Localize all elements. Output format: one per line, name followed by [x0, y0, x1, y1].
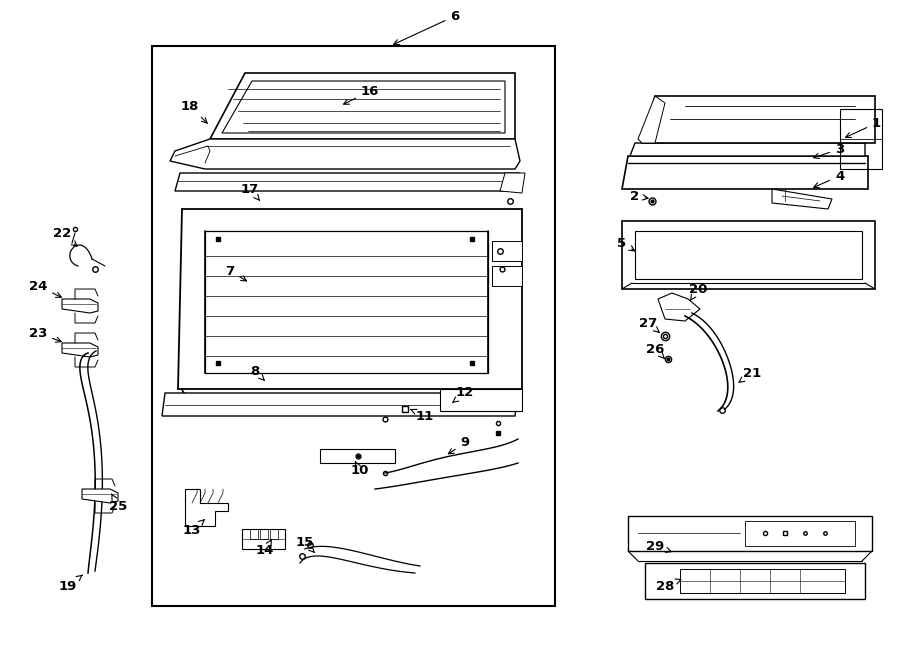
Text: 11: 11 — [410, 409, 434, 422]
Polygon shape — [658, 293, 700, 321]
Text: 25: 25 — [109, 494, 127, 512]
Polygon shape — [178, 209, 522, 389]
Text: 18: 18 — [181, 100, 207, 123]
Text: 3: 3 — [814, 143, 844, 159]
Text: 19: 19 — [58, 575, 82, 592]
Text: 4: 4 — [814, 169, 844, 188]
Text: 27: 27 — [639, 317, 660, 332]
Polygon shape — [242, 529, 285, 549]
Polygon shape — [745, 521, 855, 546]
Polygon shape — [162, 393, 518, 416]
Polygon shape — [170, 139, 520, 169]
Text: 22: 22 — [53, 227, 77, 247]
Text: 5: 5 — [617, 237, 634, 251]
Text: 2: 2 — [630, 190, 648, 202]
Text: 10: 10 — [351, 461, 369, 477]
Text: 14: 14 — [256, 539, 274, 557]
Text: 28: 28 — [656, 579, 681, 592]
Text: 24: 24 — [29, 280, 61, 297]
Text: 26: 26 — [646, 342, 664, 358]
Text: 15: 15 — [296, 537, 314, 553]
Polygon shape — [628, 516, 872, 551]
Text: 6: 6 — [393, 9, 460, 44]
Text: 23: 23 — [29, 327, 61, 342]
Polygon shape — [62, 299, 98, 313]
Polygon shape — [82, 489, 118, 503]
Polygon shape — [500, 173, 525, 193]
Polygon shape — [185, 489, 228, 526]
Polygon shape — [492, 266, 522, 286]
Polygon shape — [622, 221, 875, 289]
Polygon shape — [622, 156, 868, 189]
Text: 7: 7 — [225, 264, 247, 281]
Text: 21: 21 — [739, 366, 761, 382]
Polygon shape — [630, 143, 865, 156]
Polygon shape — [152, 46, 555, 606]
Text: 9: 9 — [448, 436, 470, 454]
Text: 13: 13 — [183, 520, 204, 537]
Polygon shape — [320, 449, 395, 463]
Text: 12: 12 — [453, 387, 474, 403]
Polygon shape — [642, 96, 875, 143]
Polygon shape — [645, 563, 865, 599]
Text: 1: 1 — [846, 116, 881, 137]
Polygon shape — [772, 189, 832, 209]
Polygon shape — [210, 73, 515, 139]
Polygon shape — [638, 96, 665, 143]
Text: 20: 20 — [688, 282, 707, 301]
Polygon shape — [62, 343, 98, 357]
Text: 16: 16 — [344, 85, 379, 104]
Text: 17: 17 — [241, 182, 259, 200]
Polygon shape — [175, 173, 520, 191]
Text: 29: 29 — [646, 539, 671, 553]
Polygon shape — [440, 389, 522, 411]
Text: 8: 8 — [250, 364, 265, 381]
Polygon shape — [492, 241, 522, 261]
